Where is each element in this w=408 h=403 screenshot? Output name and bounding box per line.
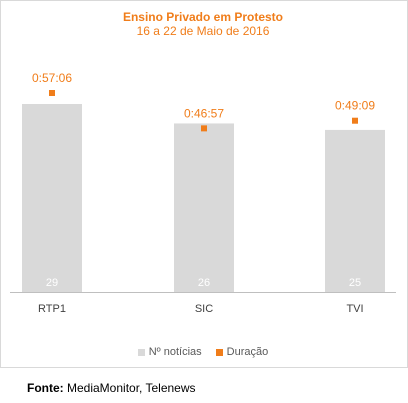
- duration-marker[interactable]: [352, 117, 358, 124]
- category-label: TVI: [346, 303, 363, 315]
- bar-rtp1[interactable]: [22, 104, 82, 292]
- source-note: Fonte: MediaMonitor, Telenews: [27, 381, 196, 395]
- category-label: RTP1: [38, 303, 66, 315]
- chart-legend: Nº notícias Duração: [0, 346, 406, 358]
- legend-item-duracao[interactable]: Duração: [215, 346, 269, 358]
- duration-label: 0:49:09: [335, 99, 375, 113]
- bar-value-label: 25: [349, 277, 361, 289]
- legend-label-noticias: Nº notícias: [148, 346, 202, 358]
- bar-tvi[interactable]: [325, 129, 385, 292]
- source-label: Fonte:: [27, 381, 64, 395]
- legend-swatch-duracao: [215, 348, 223, 356]
- legend-label-duracao: Duração: [226, 346, 269, 358]
- duration-label: 0:57:06: [32, 71, 72, 85]
- chart-title: Ensino Privado em Protesto: [122, 10, 284, 24]
- chart-plot: 29 RTP1 0:57:06 26 SIC 0:46:57 25 TVI 0:49:09: [10, 71, 396, 315]
- duration-marker[interactable]: [201, 125, 207, 132]
- legend-item-noticias[interactable]: Nº notícias: [137, 346, 202, 358]
- category-label: SIC: [195, 303, 213, 315]
- chart-subtitle: 16 a 22 de Maio de 2016: [136, 24, 270, 38]
- bar-value-label: 26: [198, 277, 210, 289]
- bar-value-label: 29: [46, 277, 58, 289]
- legend-swatch-noticias: [137, 348, 145, 356]
- duration-marker[interactable]: [49, 90, 55, 96]
- bar-sic[interactable]: [174, 123, 234, 292]
- duration-label: 0:46:57: [184, 106, 224, 120]
- source-text: MediaMonitor, Telenews: [67, 381, 196, 395]
